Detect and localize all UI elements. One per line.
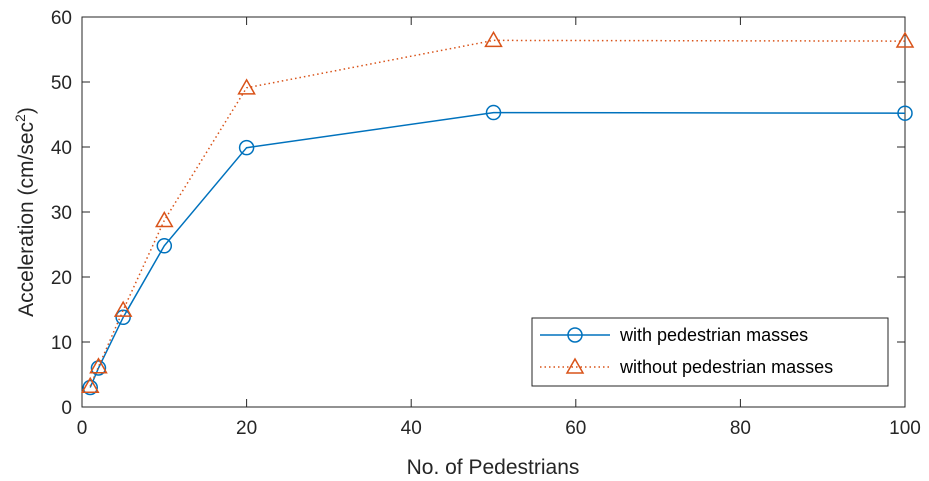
data-point-0-2 <box>115 309 131 326</box>
legend: with pedestrian masses without pedestria… <box>531 317 889 387</box>
y-tick-label: 30 <box>51 203 72 224</box>
data-point-0-3 <box>156 238 173 254</box>
data-point-1-2 <box>113 300 133 317</box>
series-layer <box>80 30 915 396</box>
y-axis-title: Acceleration (cm/sec2) <box>12 107 38 317</box>
axis-ticks: 0 20 40 60 80 100 0 10 20 30 40 50 60 <box>51 8 921 439</box>
y-axis-title-superscript: 2 <box>12 114 28 122</box>
y-tick-label: 0 <box>61 398 72 419</box>
x-tick-label: 100 <box>889 418 921 439</box>
data-point-0-4 <box>238 139 255 156</box>
y-axis-title-close: ) <box>15 107 38 114</box>
legend-box <box>531 317 889 387</box>
x-tick-label: 20 <box>236 418 257 439</box>
legend-marker-circle-icon <box>567 327 583 343</box>
data-point-1-1 <box>89 357 108 374</box>
data-point-0-1 <box>90 360 107 376</box>
x-axis-title: No. of Pedestrians <box>407 456 580 479</box>
y-tick-label: 60 <box>51 8 72 29</box>
series-line-0 <box>89 111 906 388</box>
y-axis-title-main: Acceleration (cm/sec <box>15 122 38 317</box>
data-point-1-4 <box>237 78 256 95</box>
data-point-1-5 <box>484 30 503 48</box>
x-tick-label: 40 <box>401 418 422 439</box>
data-point-1-3 <box>155 210 174 228</box>
data-point-1-0 <box>80 376 100 393</box>
legend-label-with-masses: with pedestrian masses <box>619 325 808 345</box>
y-tick-label: 10 <box>51 333 72 354</box>
legend-label-without-masses: without pedestrian masses <box>619 357 833 377</box>
data-point-0-5 <box>485 104 502 121</box>
y-tick-label: 40 <box>51 138 72 159</box>
x-tick-label: 80 <box>730 418 751 439</box>
data-point-0-6 <box>897 105 913 121</box>
x-tick-label: 0 <box>77 418 88 439</box>
y-tick-label: 50 <box>51 73 72 94</box>
x-tick-label: 60 <box>565 418 586 439</box>
y-tick-label: 20 <box>51 268 72 289</box>
data-point-1-6 <box>895 31 915 48</box>
legend-marker-triangle-icon <box>565 357 585 374</box>
data-point-0-0 <box>82 379 98 396</box>
